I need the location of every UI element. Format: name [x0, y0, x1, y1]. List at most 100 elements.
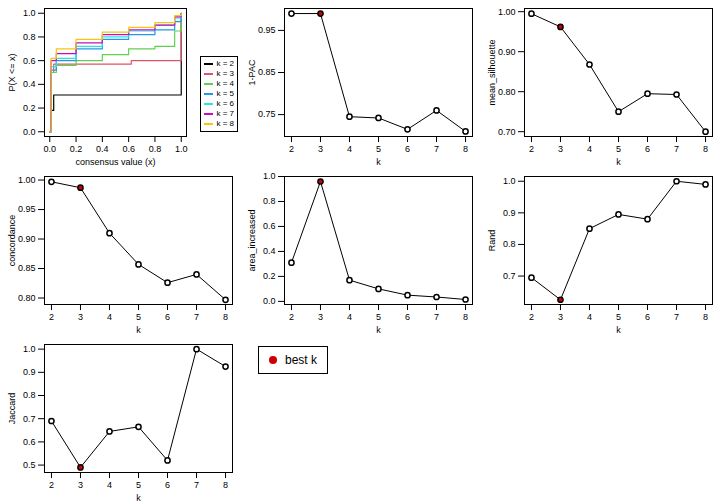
svg-text:2: 2 [529, 312, 534, 322]
svg-text:6: 6 [165, 480, 170, 490]
svg-text:0.90: 0.90 [498, 47, 516, 57]
svg-text:6: 6 [405, 144, 410, 154]
svg-text:k: k [616, 157, 621, 167]
svg-text:4: 4 [107, 312, 112, 322]
svg-text:3: 3 [78, 480, 83, 490]
svg-text:0.85: 0.85 [18, 263, 36, 273]
svg-text:0.95: 0.95 [258, 25, 276, 35]
svg-text:0.4: 0.4 [96, 144, 109, 154]
svg-text:consensus value (x): consensus value (x) [75, 157, 155, 167]
svg-text:0.4: 0.4 [23, 79, 36, 89]
svg-text:0.6: 0.6 [23, 56, 36, 66]
svg-text:7: 7 [434, 312, 439, 322]
svg-text:2: 2 [289, 144, 294, 154]
svg-text:3: 3 [558, 312, 563, 322]
svg-text:concordance: concordance [7, 215, 17, 267]
svg-text:0.8: 0.8 [263, 196, 276, 206]
svg-text:3: 3 [318, 144, 323, 154]
svg-text:mean_silhouette: mean_silhouette [487, 39, 497, 105]
svg-text:6: 6 [645, 312, 650, 322]
svg-text:3: 3 [78, 312, 83, 322]
svg-text:7: 7 [674, 144, 679, 154]
svg-text:5: 5 [616, 144, 621, 154]
svg-text:3: 3 [318, 312, 323, 322]
svg-text:0.6: 0.6 [263, 221, 276, 231]
svg-text:0.8: 0.8 [503, 239, 516, 249]
svg-text:7: 7 [434, 144, 439, 154]
svg-text:0.2: 0.2 [23, 103, 36, 113]
svg-text:4: 4 [347, 144, 352, 154]
svg-text:0.7: 0.7 [503, 271, 516, 281]
svg-text:0.0: 0.0 [44, 144, 57, 154]
svg-text:7: 7 [194, 312, 199, 322]
svg-text:5: 5 [376, 312, 381, 322]
svg-text:0.8: 0.8 [23, 390, 36, 400]
svg-text:8: 8 [703, 144, 708, 154]
svg-text:1.0: 1.0 [23, 344, 36, 354]
svg-text:0.0: 0.0 [263, 296, 276, 306]
svg-text:0.2: 0.2 [263, 271, 276, 281]
svg-text:6: 6 [405, 312, 410, 322]
svg-text:1.0: 1.0 [23, 8, 36, 18]
svg-text:4: 4 [587, 144, 592, 154]
svg-text:P(X <= x): P(X <= x) [7, 53, 17, 91]
html-text:k = 3: k = 3 [216, 69, 234, 78]
svg-text:0.9: 0.9 [23, 367, 36, 377]
svg-text:0.70: 0.70 [498, 127, 516, 137]
svg-text:8: 8 [463, 312, 468, 322]
svg-text:1-PAC: 1-PAC [247, 59, 257, 85]
svg-text:5: 5 [616, 312, 621, 322]
svg-text:2: 2 [529, 144, 534, 154]
svg-text:8: 8 [223, 480, 228, 490]
svg-text:0.85: 0.85 [258, 67, 276, 77]
svg-text:1.0: 1.0 [175, 144, 188, 154]
svg-text:Jaccard: Jaccard [7, 393, 17, 425]
html-text:k = 2: k = 2 [216, 59, 234, 68]
svg-text:1.00: 1.00 [498, 7, 516, 17]
html-text:k = 4: k = 4 [216, 79, 234, 88]
svg-text:6: 6 [645, 144, 650, 154]
svg-text:1.0: 1.0 [263, 171, 276, 181]
svg-text:0.7: 0.7 [23, 414, 36, 424]
svg-text:5: 5 [376, 144, 381, 154]
svg-text:8: 8 [463, 144, 468, 154]
svg-text:6: 6 [165, 312, 170, 322]
svg-text:4: 4 [347, 312, 352, 322]
html-text:best k: best k [285, 353, 317, 367]
svg-text:0.80: 0.80 [498, 87, 516, 97]
svg-text:8: 8 [703, 312, 708, 322]
svg-text:0.75: 0.75 [258, 109, 276, 119]
svg-text:3: 3 [558, 144, 563, 154]
svg-text:0.80: 0.80 [18, 293, 36, 303]
svg-text:0.4: 0.4 [263, 246, 276, 256]
svg-text:1.00: 1.00 [18, 175, 36, 185]
svg-text:0.8: 0.8 [149, 144, 162, 154]
svg-text:5: 5 [136, 480, 141, 490]
svg-text:k: k [136, 325, 141, 335]
svg-text:1.0: 1.0 [503, 176, 516, 186]
svg-text:0.6: 0.6 [23, 437, 36, 447]
svg-text:0.95: 0.95 [18, 204, 36, 214]
svg-text:0.0: 0.0 [23, 127, 36, 137]
svg-text:0.2: 0.2 [70, 144, 83, 154]
svg-text:0.6: 0.6 [122, 144, 135, 154]
svg-text:0.90: 0.90 [18, 234, 36, 244]
svg-text:2: 2 [49, 480, 54, 490]
svg-text:k: k [376, 325, 381, 335]
svg-text:2: 2 [289, 312, 294, 322]
svg-text:4: 4 [587, 312, 592, 322]
svg-text:0.5: 0.5 [23, 460, 36, 470]
svg-text:area_increased: area_increased [247, 209, 257, 271]
svg-text:8: 8 [223, 312, 228, 322]
svg-text:2: 2 [49, 312, 54, 322]
svg-text:7: 7 [674, 312, 679, 322]
svg-text:4: 4 [107, 480, 112, 490]
svg-text:0.9: 0.9 [503, 208, 516, 218]
svg-text:Rand: Rand [487, 230, 497, 252]
svg-text:0.8: 0.8 [23, 32, 36, 42]
svg-text:k: k [136, 493, 141, 503]
svg-text:5: 5 [136, 312, 141, 322]
svg-text:7: 7 [194, 480, 199, 490]
svg-text:k: k [376, 157, 381, 167]
svg-text:k: k [616, 325, 621, 335]
